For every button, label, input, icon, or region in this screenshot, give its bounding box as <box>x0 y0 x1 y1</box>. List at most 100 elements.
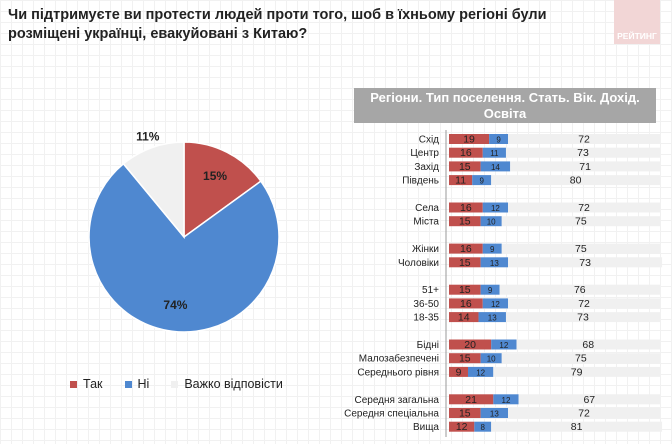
row-label: Середня спеціальна <box>344 409 439 420</box>
bar-hard <box>474 421 492 432</box>
bar-no <box>499 284 660 295</box>
pie-label: 15% <box>203 169 227 183</box>
bar-value: 11 <box>490 149 499 158</box>
row-label: 36-50 <box>413 299 439 310</box>
bar-no <box>491 175 660 186</box>
bar-value: 15 <box>459 216 471 228</box>
pie-label: 74% <box>163 298 187 312</box>
legend-swatch-hard <box>171 380 179 388</box>
bar-value: 9 <box>456 366 462 378</box>
bar-hard <box>493 394 519 405</box>
bar-no <box>516 339 660 350</box>
bar-value: 9 <box>488 286 493 295</box>
pie-slice-hard <box>122 141 185 240</box>
bar-hard <box>472 175 492 186</box>
bar-yes <box>449 298 483 309</box>
row-label: Бідні <box>417 340 439 351</box>
bar-value: 12 <box>502 396 511 405</box>
bar-value: 71 <box>579 161 591 173</box>
row-label: Південь <box>402 176 439 187</box>
bar-value: 13 <box>488 314 497 323</box>
bar-value: 11 <box>455 175 466 187</box>
bar-yes <box>449 175 473 186</box>
logo-text: РЕЙТИНГ <box>617 31 657 41</box>
bar-value: 16 <box>460 202 472 214</box>
bar-hard <box>478 312 506 323</box>
bar-value: 15 <box>459 161 471 173</box>
bar-value: 16 <box>460 243 472 255</box>
bar-value: 72 <box>578 134 590 146</box>
bar-value: 72 <box>578 298 590 310</box>
bar-no <box>508 408 660 418</box>
bar-no <box>501 243 660 254</box>
bar-yes <box>449 312 479 323</box>
bar-no <box>505 147 660 158</box>
bar-no <box>505 312 660 323</box>
bar-yes <box>449 147 483 158</box>
bar-no <box>518 394 660 405</box>
bar-yes <box>449 134 490 144</box>
bar-hard <box>482 202 509 213</box>
bar-value: 14 <box>491 163 500 172</box>
pie-slice-yes <box>183 141 262 239</box>
bar-hard <box>480 216 502 227</box>
pie-label: 11% <box>136 129 160 143</box>
bar-value: 20 <box>464 339 476 351</box>
bar-hard <box>467 366 494 377</box>
bar-yes <box>449 366 468 377</box>
bar-value: 75 <box>575 216 587 228</box>
row-label: Жінки <box>412 244 439 255</box>
row-label: 18-35 <box>413 313 439 324</box>
legend-hard: Важко відповісти <box>171 377 283 391</box>
row-label: Міста <box>413 217 439 228</box>
bar-value: 21 <box>465 394 477 406</box>
legend-label: Важко відповісти <box>184 377 283 391</box>
bar-value: 12 <box>491 204 500 213</box>
bar-yes <box>449 284 481 295</box>
bar-chart-title: Регіони. Тип поселення. Стать. Вік. Дохі… <box>354 88 656 123</box>
bar-value: 67 <box>583 394 595 406</box>
bar-value: 9 <box>479 177 484 186</box>
bar-value: 68 <box>582 339 594 351</box>
bar-value: 14 <box>458 312 470 324</box>
bar-value: 12 <box>476 368 485 377</box>
bar-no <box>501 216 660 227</box>
legend-swatch-yes <box>70 380 77 388</box>
bar-no <box>508 202 660 213</box>
bar-no <box>501 353 660 364</box>
pie-legend: Так Ні Важко відповісти <box>70 377 283 391</box>
bar-value: 12 <box>499 341 508 350</box>
rating-logo: РЕЙТИНГ <box>614 0 660 44</box>
bar-value: 75 <box>575 353 587 365</box>
legend-label: Так <box>83 377 103 391</box>
bar-hard <box>480 353 502 364</box>
bar-value: 9 <box>496 136 501 145</box>
row-label: Середня загальна <box>354 395 439 406</box>
bar-yes <box>449 408 481 418</box>
bar-yes <box>449 339 492 350</box>
bar-value: 8 <box>481 423 486 432</box>
bar-yes <box>449 353 481 364</box>
bar-value: 15 <box>459 408 471 420</box>
bar-value: 10 <box>487 218 496 227</box>
bar-hard <box>480 408 509 418</box>
bar-no <box>493 366 660 377</box>
row-label: Середнього рівня <box>357 367 439 378</box>
bar-value: 12 <box>491 300 500 309</box>
question-title: Чи підтримуєте ви протести людей проти т… <box>8 7 547 42</box>
bar-no <box>510 161 660 172</box>
bar-yes <box>449 243 483 254</box>
bar-value: 15 <box>459 257 471 269</box>
bar-hard <box>482 298 509 309</box>
bar-no <box>508 134 660 144</box>
bar-no <box>508 257 663 268</box>
legend-no: Ні <box>124 377 149 391</box>
bar-value: 9 <box>490 245 495 254</box>
bar-value: 12 <box>456 421 468 433</box>
bar-value: 73 <box>577 147 589 159</box>
bar-value: 72 <box>578 408 590 420</box>
bar-value: 15 <box>459 284 471 296</box>
bar-value: 75 <box>575 243 587 255</box>
bar-value: 13 <box>490 410 499 419</box>
